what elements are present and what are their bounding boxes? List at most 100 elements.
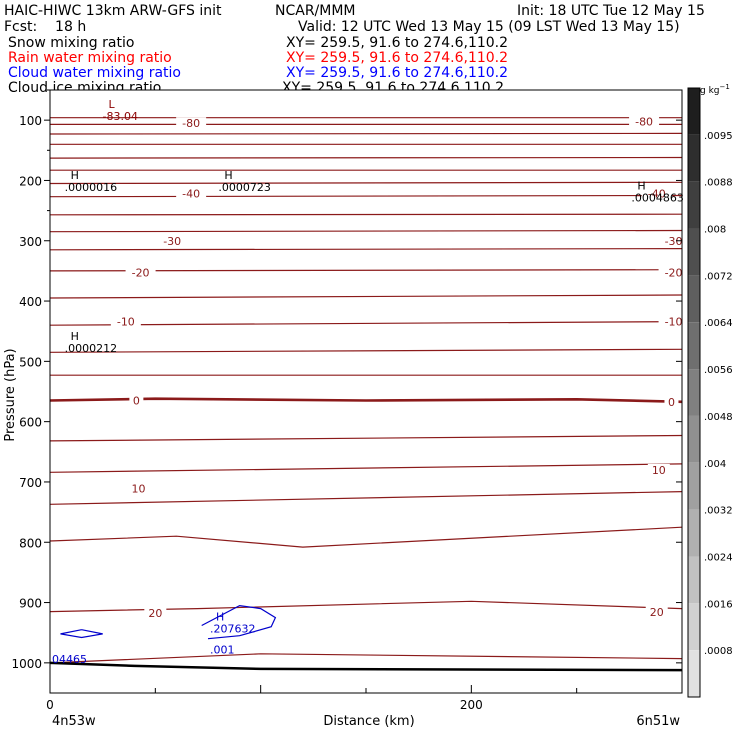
temperature-label: -80 bbox=[182, 117, 200, 130]
extremum-mark: H bbox=[71, 169, 79, 182]
temperature-label-bg bbox=[645, 606, 668, 619]
temperature-label-bg bbox=[647, 463, 670, 476]
isotherm-line bbox=[49, 248, 683, 251]
extremum-mark: H bbox=[216, 611, 224, 624]
field-xy-cloud-water: XY= 259.5, 91.6 to 274.6,110.2 bbox=[286, 65, 509, 81]
x-endpoint-right: 6n51w bbox=[636, 714, 680, 729]
org-label: NCAR/MMM bbox=[275, 3, 356, 19]
temperature-label: -30 bbox=[163, 235, 181, 248]
isotherm-line bbox=[49, 194, 683, 198]
colorbar-unit-base: g kg bbox=[700, 86, 720, 96]
extremum-mark: H bbox=[224, 169, 232, 182]
y-tick-label: 900 bbox=[19, 597, 42, 611]
temperature-label: -40 bbox=[648, 188, 666, 201]
colorbar-tick-label: .0048 bbox=[704, 412, 733, 423]
isotherm-line bbox=[49, 229, 683, 233]
colorbar-unit: g kg−1 bbox=[700, 83, 730, 96]
colorbar-tick-label: .0095 bbox=[704, 131, 733, 142]
extremum-value: .0004863 bbox=[631, 191, 684, 204]
isotherm-line bbox=[49, 181, 683, 185]
temperature-label-bg bbox=[629, 115, 660, 128]
cloud-water-contour bbox=[201, 604, 277, 640]
colorbar-unit-exponent: −1 bbox=[720, 83, 730, 91]
temperature-label-bg bbox=[176, 117, 207, 130]
extremum-mark: H bbox=[637, 179, 645, 192]
x-endpoint-left: 4n53w bbox=[52, 714, 96, 729]
temperature-label-bg bbox=[658, 234, 689, 247]
colorbar-tick-label: .0008 bbox=[704, 646, 733, 657]
temperature-label: -30 bbox=[665, 235, 683, 248]
temperature-label: -80 bbox=[635, 115, 653, 128]
colorbar-tick-label: .0056 bbox=[704, 365, 733, 376]
colorbar-segment bbox=[688, 228, 700, 276]
plot-area bbox=[50, 90, 682, 693]
colorbar-segment bbox=[688, 181, 700, 229]
colorbar-segment bbox=[688, 603, 700, 651]
temperature-label: 10 bbox=[131, 483, 145, 496]
contour-layer bbox=[49, 117, 683, 672]
temperature-label-bg bbox=[641, 187, 672, 200]
field-xy-rain: XY= 259.5, 91.6 to 274.6,110.2 bbox=[286, 50, 509, 66]
temperature-label-bg bbox=[129, 394, 144, 407]
isotherm-line bbox=[49, 434, 683, 442]
forecast-hour: Fcst: 18 h bbox=[4, 19, 87, 35]
temperature-label: -20 bbox=[132, 267, 150, 280]
y-axis-label: Pressure (hPa) bbox=[3, 348, 18, 441]
extremum-value: -83.04 bbox=[103, 110, 138, 123]
colorbar-segment bbox=[688, 650, 700, 697]
colorbar-tick-label: .0072 bbox=[704, 271, 733, 282]
extremum-value: .0000016 bbox=[65, 181, 118, 194]
colorbar-tick-label: .0016 bbox=[704, 599, 733, 610]
y-tick-label: 300 bbox=[19, 235, 42, 249]
field-xy-snow: XY= 259.5, 91.6 to 274.6,110.2 bbox=[286, 35, 509, 51]
temperature-label: -40 bbox=[182, 188, 200, 201]
colorbar-segment bbox=[688, 462, 700, 510]
extremum-mark: H bbox=[71, 330, 79, 343]
extremum-value: .0000723 bbox=[218, 181, 271, 194]
x-tick-label: 200 bbox=[460, 698, 483, 712]
colorbar-segment bbox=[688, 275, 700, 323]
cloud-water-contour bbox=[60, 629, 103, 639]
temperature-label-bg bbox=[176, 187, 207, 200]
temperature-label: -10 bbox=[117, 316, 135, 329]
isotherm-line bbox=[49, 491, 683, 505]
colorbar-frame bbox=[687, 87, 701, 698]
field-label-snow: Snow mixing ratio bbox=[8, 35, 135, 51]
colorbar-segment bbox=[688, 556, 700, 604]
extremum-value: 04465 bbox=[52, 653, 87, 666]
colorbar-segment bbox=[688, 322, 700, 370]
extremum-value: .0000212 bbox=[65, 342, 118, 355]
colorbar-segment bbox=[688, 134, 700, 182]
temperature-label-bg bbox=[157, 234, 188, 247]
extremum-value: .001 bbox=[210, 644, 235, 657]
y-tick-label: 400 bbox=[19, 295, 42, 309]
field-label-cloud-water: Cloud water mixing ratio bbox=[8, 65, 181, 81]
y-tick-label: 700 bbox=[19, 476, 42, 490]
extremum-value: .207632 bbox=[210, 623, 256, 636]
colorbar-tick-label: .0024 bbox=[704, 552, 733, 563]
y-tick-label: 600 bbox=[19, 416, 42, 430]
terrain-line bbox=[49, 661, 683, 672]
colorbar-tick-label: .0032 bbox=[704, 506, 733, 517]
colorbar-segment bbox=[688, 369, 700, 416]
temperature-label-bg bbox=[125, 266, 156, 279]
init-time: Init: 18 UTC Tue 12 May 15 bbox=[517, 3, 705, 19]
isotherm-line bbox=[49, 463, 683, 473]
colorbar-tick-label: .0064 bbox=[704, 318, 733, 329]
isotherm-line bbox=[49, 653, 683, 664]
isotherm-line bbox=[49, 321, 683, 326]
temperature-label: 10 bbox=[652, 464, 666, 477]
temperature-label: -20 bbox=[665, 267, 683, 280]
temperature-label: 0 bbox=[668, 396, 675, 409]
isotherm-line bbox=[49, 132, 683, 135]
temperature-label: 20 bbox=[650, 606, 664, 619]
temperature-label-bg bbox=[127, 482, 150, 495]
isotherm-line bbox=[49, 156, 683, 159]
label-layer: -80 -80 -40 -40 -30 -30 -20 -20 -10 -10 0 0 10 10 20 20… bbox=[52, 98, 689, 666]
colorbar-tick-label: .008 bbox=[704, 225, 726, 236]
x-tick-label: 0 bbox=[46, 698, 54, 712]
plot-background bbox=[50, 90, 682, 693]
temperature-label-bg bbox=[144, 606, 167, 619]
